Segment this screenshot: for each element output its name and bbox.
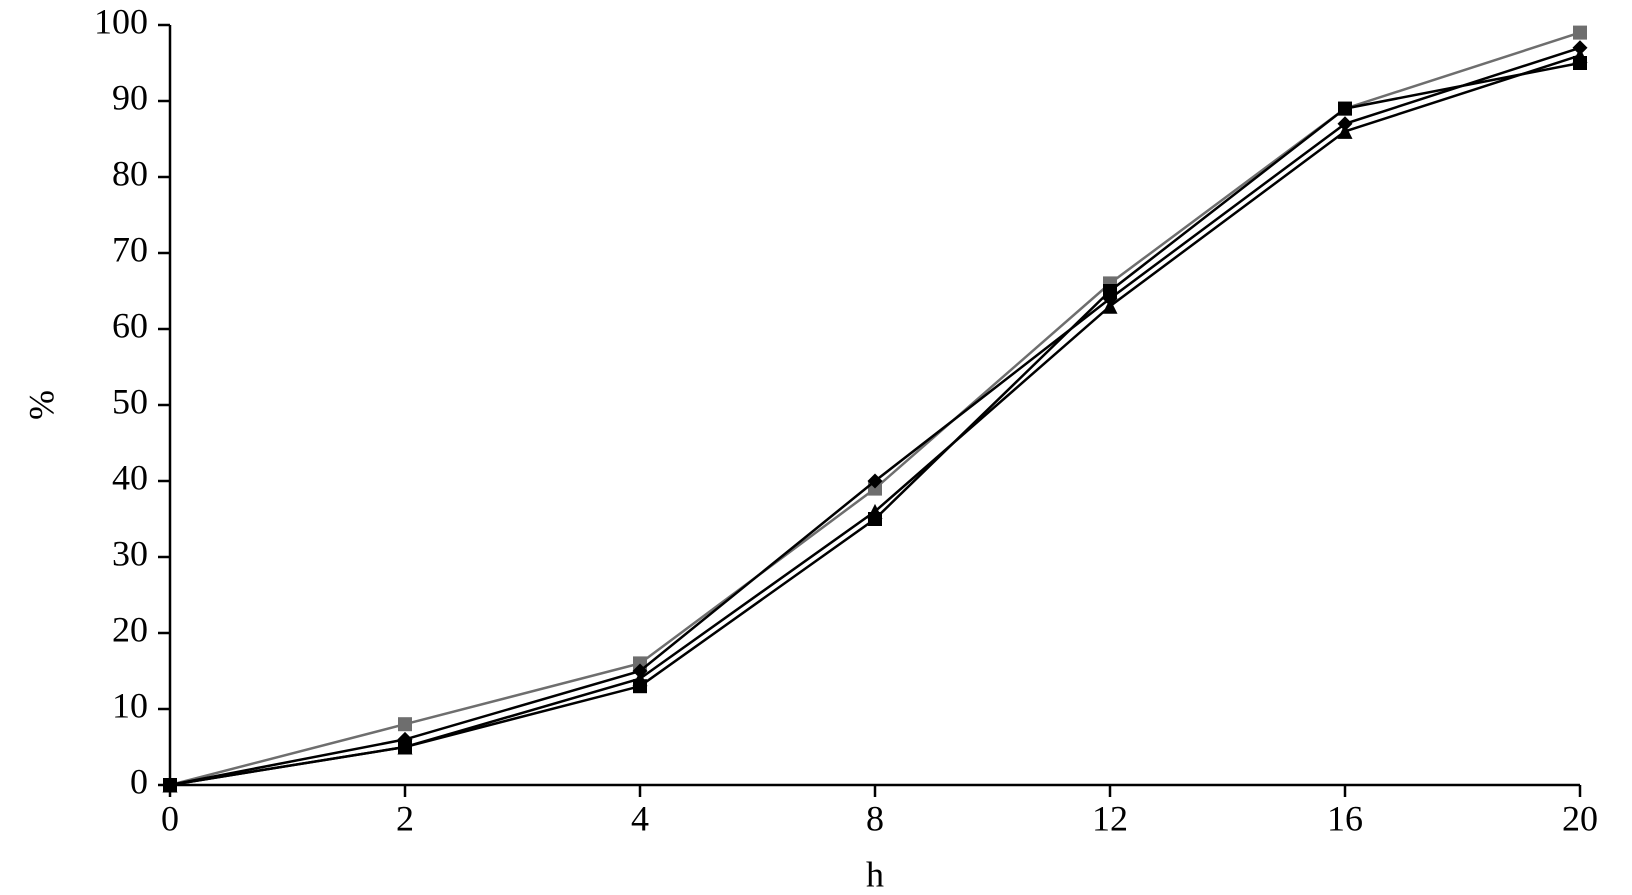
x-tick-label: 0 <box>161 799 179 839</box>
x-tick-label: 12 <box>1092 799 1128 839</box>
y-axis-label: % <box>21 390 61 420</box>
y-tick-label: 20 <box>112 609 148 649</box>
chart-svg: 0 10 20 30 40 50 60 70 80 90 100 0 2 4 8 12 16 20% h <box>0 0 1632 895</box>
y-tick-label: 70 <box>112 229 148 269</box>
x-tick-label: 16 <box>1327 799 1363 839</box>
line-chart: 0 10 20 30 40 50 60 70 80 90 100 0 2 4 8 12 16 20% h <box>0 0 1632 895</box>
x-tick-label: 4 <box>631 799 649 839</box>
x-axis-label: h <box>866 855 884 895</box>
y-tick-label: 40 <box>112 457 148 497</box>
y-tick-label: 60 <box>112 305 148 345</box>
y-tick-label: 30 <box>112 533 148 573</box>
y-tick-label: 100 <box>94 1 148 41</box>
y-tick-label: 90 <box>112 77 148 117</box>
x-tick-label: 8 <box>866 799 884 839</box>
y-tick-label: 10 <box>112 685 148 725</box>
x-tick-label: 20 <box>1562 799 1598 839</box>
y-tick-label: 50 <box>112 381 148 421</box>
y-tick-label: 0 <box>130 761 148 801</box>
x-tick-label: 2 <box>396 799 414 839</box>
y-tick-label: 80 <box>112 153 148 193</box>
